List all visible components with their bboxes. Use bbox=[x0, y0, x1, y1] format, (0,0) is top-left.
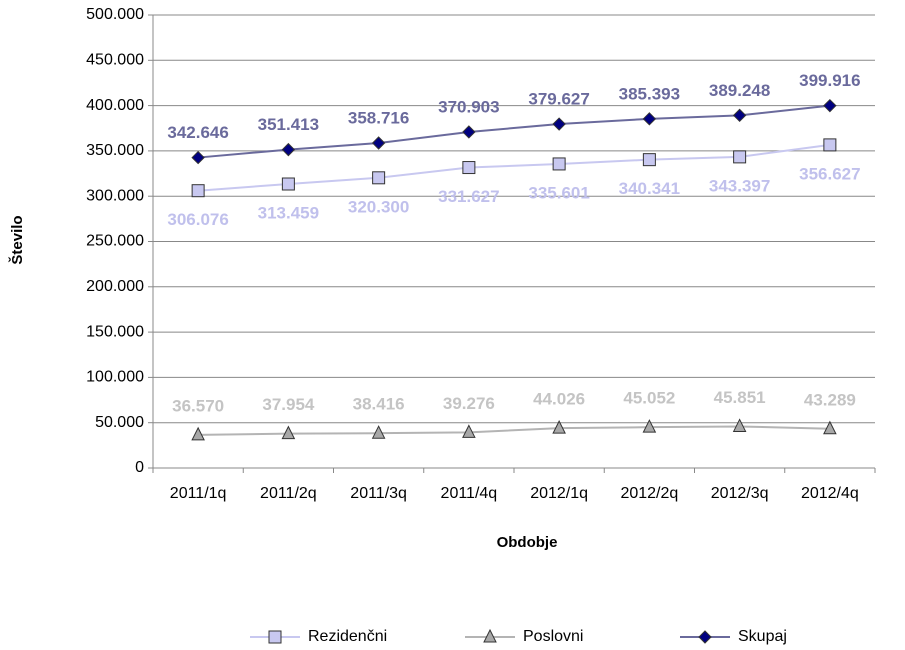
point bbox=[733, 150, 747, 164]
data-label: 335.601 bbox=[528, 183, 589, 202]
data-label: 45.851 bbox=[714, 388, 766, 407]
point bbox=[642, 153, 656, 167]
point bbox=[823, 138, 837, 152]
data-label: 37.954 bbox=[262, 395, 315, 414]
series-line bbox=[198, 143, 831, 192]
data-label: 343.397 bbox=[709, 176, 770, 195]
data-label: 313.459 bbox=[258, 203, 319, 222]
legend-marker bbox=[483, 628, 497, 643]
data-label: 45.052 bbox=[623, 389, 675, 408]
x-tick-label: 2011/3q bbox=[350, 485, 407, 502]
data-label: 340.341 bbox=[619, 179, 680, 198]
point bbox=[281, 142, 296, 157]
point bbox=[371, 136, 386, 150]
point bbox=[191, 150, 205, 165]
x-tick-label: 2011/2q bbox=[260, 485, 317, 502]
series-line bbox=[198, 425, 830, 436]
point bbox=[552, 157, 566, 171]
data-label: 44.026 bbox=[533, 390, 585, 409]
point bbox=[371, 425, 386, 439]
point bbox=[552, 419, 566, 434]
legend-label: Poslovni bbox=[523, 628, 583, 645]
y-tick-label: 200.000 bbox=[86, 278, 144, 295]
data-label: 379.627 bbox=[528, 90, 589, 109]
point bbox=[642, 112, 657, 126]
x-tick-label: 2011/4q bbox=[441, 485, 498, 502]
data-label: 39.276 bbox=[443, 394, 495, 413]
data-label: 320.300 bbox=[348, 197, 409, 216]
point bbox=[552, 117, 566, 131]
point bbox=[823, 98, 837, 113]
data-label: 36.570 bbox=[172, 396, 224, 415]
y-tick-label: 50.000 bbox=[95, 414, 144, 431]
legend-label: Skupaj bbox=[738, 628, 787, 645]
data-label: 38.416 bbox=[353, 395, 405, 414]
point bbox=[281, 177, 295, 191]
y-tick-label: 400.000 bbox=[86, 97, 144, 114]
point bbox=[191, 426, 205, 441]
legend-label: Rezidenčni bbox=[308, 628, 387, 645]
y-tick-label: 450.000 bbox=[86, 52, 144, 69]
x-tick-label: 2012/1q bbox=[530, 485, 588, 502]
point bbox=[191, 184, 205, 198]
point bbox=[732, 418, 747, 432]
point bbox=[823, 420, 837, 435]
data-label: 358.716 bbox=[348, 108, 409, 127]
x-tick-label: 2012/3q bbox=[711, 485, 769, 502]
point bbox=[462, 161, 476, 175]
data-label: 331.627 bbox=[438, 187, 499, 206]
legend-marker bbox=[698, 630, 712, 644]
x-tick-label: 2012/2q bbox=[620, 485, 678, 502]
point bbox=[372, 171, 386, 185]
y-tick-label: 300.000 bbox=[86, 187, 144, 204]
legend-marker bbox=[268, 630, 282, 644]
data-label: 306.076 bbox=[167, 210, 228, 229]
data-label: 389.248 bbox=[709, 81, 770, 100]
y-tick-label: 100.000 bbox=[86, 369, 144, 386]
data-label: 399.916 bbox=[799, 71, 860, 90]
y-tick-label: 150.000 bbox=[86, 323, 144, 340]
point bbox=[281, 425, 296, 440]
data-label: 43.289 bbox=[804, 390, 856, 409]
point bbox=[462, 125, 476, 139]
y-tick-label: 350.000 bbox=[86, 142, 144, 159]
data-label: 385.393 bbox=[619, 84, 680, 103]
data-label: 370.903 bbox=[438, 97, 499, 116]
y-tick-label: 250.000 bbox=[86, 233, 144, 250]
data-label: 351.413 bbox=[258, 115, 319, 134]
data-label: 342.646 bbox=[167, 123, 228, 142]
series-line bbox=[198, 104, 830, 159]
point bbox=[462, 424, 476, 438]
y-tick-label: 500.000 bbox=[86, 6, 144, 23]
x-tick-label: 2012/4q bbox=[801, 485, 859, 502]
point bbox=[732, 108, 747, 123]
data-label: 356.627 bbox=[799, 164, 860, 183]
y-tick-label: 0 bbox=[135, 459, 144, 476]
x-tick-label: 2011/1q bbox=[170, 485, 227, 502]
y-axis-title: Število bbox=[8, 215, 26, 264]
x-axis-title: Obdobje bbox=[497, 534, 558, 551]
point bbox=[642, 419, 657, 433]
